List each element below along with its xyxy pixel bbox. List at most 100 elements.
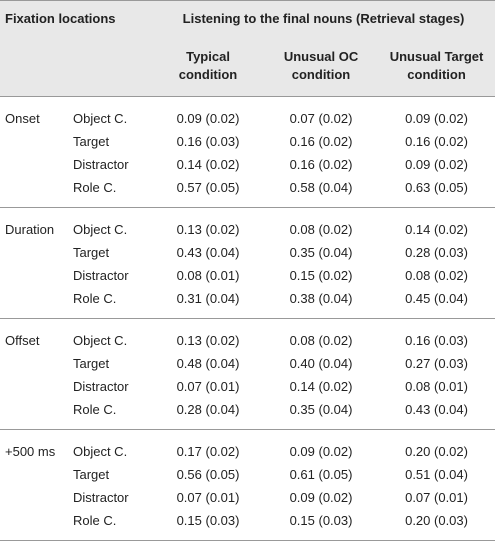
table-row: Onset Object C. 0.09 (0.02) 0.07 (0.02) 0.09… xyxy=(0,97,495,131)
stage-label xyxy=(0,264,70,287)
value-cell: 0.16 (0.02) xyxy=(289,157,353,172)
value-cell: 0.38 (0.04) xyxy=(289,291,353,306)
table-row: Role C. 0.31 (0.04) 0.38 (0.04) 0.45 (0.04) xyxy=(0,287,495,319)
table-row: Duration Object C. 0.13 (0.02) 0.08 (0.02) 0… xyxy=(0,207,495,241)
value-cell: 0.09 (0.02) xyxy=(176,111,240,126)
stage-label xyxy=(0,463,70,486)
stage-label xyxy=(0,176,70,208)
table-row: Role C. 0.15 (0.03) 0.15 (0.03) 0.20 (0.03) xyxy=(0,509,495,541)
value-cell: 0.08 (0.01) xyxy=(405,379,468,394)
value-cell: 0.28 (0.03) xyxy=(405,245,468,260)
value-cell: 0.43 (0.04) xyxy=(176,245,240,260)
value-cell: 0.16 (0.02) xyxy=(289,134,353,149)
value-cell: 0.13 (0.02) xyxy=(152,207,265,241)
fixation-location-label: Object C. xyxy=(70,429,153,463)
value-cell: 0.27 (0.03) xyxy=(405,356,468,371)
stage-label xyxy=(0,486,70,509)
table-row: Distractor 0.07 (0.01) 0.14 (0.02) 0.08 (0.… xyxy=(0,375,495,398)
listening-header: Listening to the final nouns (Retrieval … xyxy=(152,0,495,36)
value-cell: 0.61 (0.05) xyxy=(289,467,353,482)
table-header: Fixation locations Listening to the fina… xyxy=(0,0,495,97)
table-row: Target 0.16 (0.03) 0.16 (0.02) 0.16 (0.02) xyxy=(0,130,495,153)
table-row: Target 0.48 (0.04) 0.40 (0.04) 0.27 (0.03) xyxy=(0,352,495,375)
value-cell: 0.15 (0.03) xyxy=(264,509,379,541)
value-cell: 0.07 (0.01) xyxy=(176,490,240,505)
table-row: Target 0.56 (0.05) 0.61 (0.05) 0.51 (0.04) xyxy=(0,463,495,486)
value-cell: 0.07 (0.01) xyxy=(405,490,468,505)
value-cell: 0.20 (0.03) xyxy=(378,509,495,541)
stage-label xyxy=(0,398,70,430)
value-cell: 0.14 (0.02) xyxy=(289,379,353,394)
header-row-2: Typical condition Unusual OC condition U… xyxy=(0,36,495,97)
fixation-location-label: Object C. xyxy=(70,318,153,352)
fixation-locations-header: Fixation locations xyxy=(0,0,153,36)
fixation-location-label: Object C. xyxy=(70,207,153,241)
table-row: Role C. 0.57 (0.05) 0.58 (0.04) 0.63 (0.05) xyxy=(0,176,495,208)
table-row: +500 ms Object C. 0.17 (0.02) 0.09 (0.02) 0.… xyxy=(0,429,495,463)
value-cell: 0.58 (0.04) xyxy=(289,180,353,195)
value-cell: 0.31 (0.04) xyxy=(176,291,240,306)
value-cell: 0.43 (0.04) xyxy=(405,402,468,417)
value-cell: 0.16 (0.02) xyxy=(405,134,468,149)
value-cell: 0.16 (0.03) xyxy=(378,318,495,352)
fixation-location-label: Distractor xyxy=(73,157,129,172)
stage-label xyxy=(0,130,70,153)
condition-header-unusual-target: Unusual Target condition xyxy=(378,36,495,97)
stage-label xyxy=(0,241,70,264)
fixation-location-label: Distractor xyxy=(73,490,129,505)
condition-header-unusual-oc: Unusual OC condition xyxy=(264,36,379,97)
condition-header-line: Unusual Target xyxy=(389,49,484,64)
stage-label xyxy=(0,153,70,176)
fixation-location-label: Distractor xyxy=(73,268,129,283)
table-row: Role C. 0.28 (0.04) 0.35 (0.04) 0.43 (0.04) xyxy=(0,398,495,430)
value-cell: 0.35 (0.04) xyxy=(289,402,353,417)
fixation-location-label: Role C. xyxy=(73,180,117,195)
value-cell: 0.15 (0.03) xyxy=(152,509,265,541)
value-cell: 0.48 (0.04) xyxy=(176,356,240,371)
condition-header-line: Typical xyxy=(186,49,230,64)
condition-header-line: condition xyxy=(291,67,351,82)
fixation-location-label: Distractor xyxy=(73,379,129,394)
stage-label xyxy=(0,352,70,375)
fixation-location-label: Target xyxy=(73,467,110,482)
table-row: Distractor 0.07 (0.01) 0.09 (0.02) 0.07 (0.… xyxy=(0,486,495,509)
stage-label xyxy=(0,287,70,319)
fixation-location-label: Role C. xyxy=(70,509,153,541)
condition-header-line: Unusual OC xyxy=(283,49,359,64)
value-cell: 0.09 (0.02) xyxy=(289,490,353,505)
fixation-location-label: Role C. xyxy=(73,402,117,417)
value-cell: 0.17 (0.02) xyxy=(152,429,265,463)
value-cell: 0.07 (0.01) xyxy=(176,379,240,394)
table-body: Onset Object C. 0.09 (0.02) 0.07 (0.02) 0.09… xyxy=(0,97,495,541)
table-row: Distractor 0.08 (0.01) 0.15 (0.02) 0.08 (0.… xyxy=(0,264,495,287)
value-cell: 0.15 (0.02) xyxy=(289,268,353,283)
fixation-location-label: Target xyxy=(73,356,110,371)
stage-label xyxy=(0,509,70,541)
value-cell: 0.45 (0.04) xyxy=(405,291,468,306)
value-cell: 0.07 (0.02) xyxy=(289,111,353,126)
fixation-location-label: Role C. xyxy=(73,291,117,306)
value-cell: 0.08 (0.02) xyxy=(264,207,379,241)
value-cell: 0.28 (0.04) xyxy=(176,402,240,417)
fixation-location-label: Object C. xyxy=(73,111,128,126)
value-cell: 0.08 (0.01) xyxy=(176,268,240,283)
value-cell: 0.51 (0.04) xyxy=(405,467,468,482)
value-cell: 0.56 (0.05) xyxy=(176,467,240,482)
value-cell: 0.35 (0.04) xyxy=(289,245,353,260)
value-cell: 0.13 (0.02) xyxy=(152,318,265,352)
table-row: Distractor 0.14 (0.02) 0.16 (0.02) 0.09 (0.… xyxy=(0,153,495,176)
fixation-location-label: Target xyxy=(73,245,110,260)
value-cell: 0.20 (0.02) xyxy=(378,429,495,463)
value-cell: 0.40 (0.04) xyxy=(289,356,353,371)
stage-label xyxy=(0,375,70,398)
header-blank-cell xyxy=(0,36,153,97)
condition-header-line: condition xyxy=(178,67,238,82)
value-cell: 0.08 (0.02) xyxy=(264,318,379,352)
table-row: Target 0.43 (0.04) 0.35 (0.04) 0.28 (0.03) xyxy=(0,241,495,264)
stage-label: Duration xyxy=(0,207,70,241)
condition-header-line: condition xyxy=(407,67,466,82)
condition-header-typical: Typical condition xyxy=(152,36,265,97)
fixation-location-label: Target xyxy=(73,134,110,149)
stage-label: Offset xyxy=(0,318,70,352)
